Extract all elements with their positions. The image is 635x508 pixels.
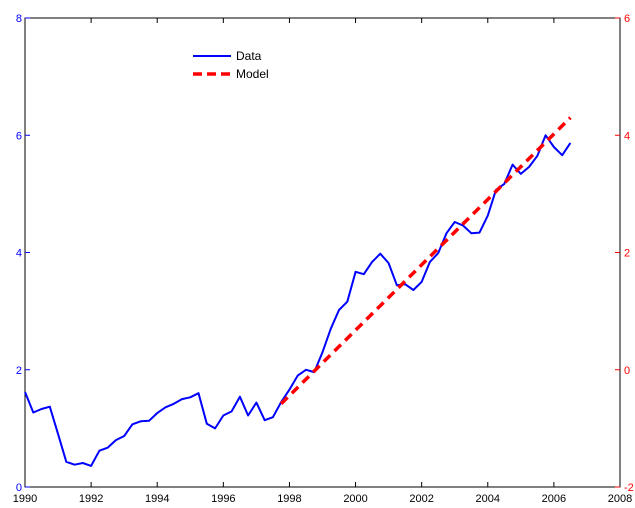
x-tick-label: 1992: [79, 493, 103, 505]
x-tick-label: 2000: [343, 493, 367, 505]
x-axis: 1990 1992 1994 1996 1998 2000 2002 2004 2006 2008: [13, 18, 632, 505]
y-left-tick-label: 8: [16, 13, 22, 25]
y-left-tick-label: 6: [16, 130, 22, 142]
y-axis-right: -2 0 2 4 6: [615, 13, 634, 494]
x-tick-label: 1998: [277, 493, 301, 505]
y-left-tick-label: 0: [16, 482, 22, 494]
legend-label-model: Model: [236, 67, 269, 81]
x-tick-label: 2002: [409, 493, 433, 505]
y-right-tick-label: 2: [624, 248, 630, 260]
y-right-tick-label: 6: [624, 13, 630, 25]
x-tick-label: 1990: [13, 493, 37, 505]
x-tick-label: 1996: [211, 493, 235, 505]
y-right-tick-label: 0: [624, 365, 630, 377]
x-tick-label: 2008: [608, 493, 632, 505]
series-line-model: [279, 116, 572, 405]
y-right-tick-label: -2: [624, 482, 634, 494]
legend: Data Model: [193, 49, 269, 81]
y-right-tick-label: 4: [624, 130, 630, 142]
legend-label-data: Data: [236, 49, 262, 63]
y-left-tick-label: 4: [16, 248, 22, 260]
plot-frame: [24, 17, 621, 488]
x-tick-label: 1994: [145, 493, 169, 505]
x-tick-label: 2006: [542, 493, 566, 505]
y-axis-left: 0 2 4 6 8: [16, 13, 30, 494]
x-tick-label: 2004: [476, 493, 500, 505]
y-left-tick-label: 2: [16, 365, 22, 377]
series-line-data: [24, 134, 572, 467]
